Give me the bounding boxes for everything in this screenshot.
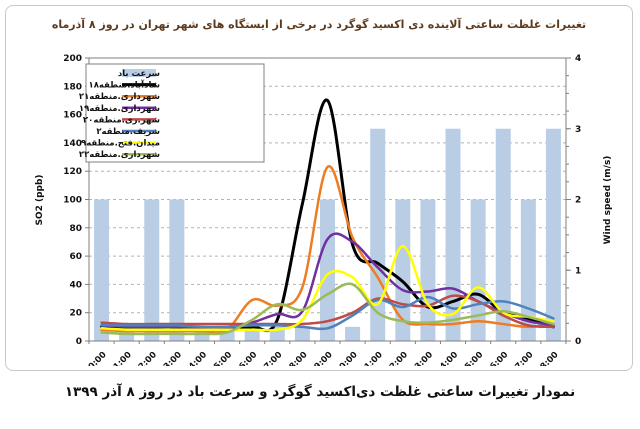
x-axis-tick-label: 07:00	[258, 350, 284, 366]
series-line	[100, 165, 555, 334]
series-line	[100, 294, 555, 329]
left-axis-tick-label: 200	[63, 54, 82, 64]
wind-speed-bar	[294, 326, 310, 341]
left-axis-tick-label: 40	[69, 280, 82, 290]
x-axis-tick-label: 11:00	[359, 350, 385, 366]
x-axis-tick-label: 00:00	[82, 350, 108, 366]
legend-label: شهرداری.منطقه۲۲	[79, 150, 160, 160]
legend-label: سرعت باد	[118, 69, 160, 79]
left-axis-tick-label: 100	[63, 196, 82, 206]
wind-speed-bar	[520, 199, 536, 341]
right-axis-tick-label: 3	[575, 125, 581, 135]
x-axis-tick-label: 03:00	[158, 350, 184, 366]
series-line	[100, 295, 555, 331]
x-axis-tick-label: 10:00	[334, 350, 360, 366]
wind-speed-bar	[94, 199, 110, 341]
x-axis-tick-label: 05:00	[208, 350, 234, 366]
x-axis-tick-label: 18:00	[534, 350, 560, 366]
right-axis-tick-label: 0	[575, 337, 581, 347]
x-axis-tick-label: 02:00	[133, 350, 159, 366]
left-axis-tick-label: 160	[63, 111, 82, 121]
right-axis-tick-label: 2	[575, 196, 581, 206]
wind-speed-bar	[495, 128, 511, 341]
legend-swatch-wind	[122, 69, 156, 77]
x-axis-tick-label: 04:00	[183, 350, 209, 366]
x-axis-tick-label: 15:00	[459, 350, 485, 366]
legend-label: شهرداری.منطقه۲۱	[79, 92, 160, 102]
x-axis-tick-label: 08:00	[283, 350, 309, 366]
figure-frame: تغییرات غلظت ساعتی آلاینده دی اکسید گوگر…	[5, 5, 633, 371]
left-axis-tick-label: 140	[63, 139, 82, 149]
chart-title: تغییرات غلظت ساعتی آلاینده دی اکسید گوگر…	[51, 18, 587, 31]
left-axis-tick-label: 0	[76, 337, 82, 347]
legend-label: شهر.ری.منطقه۲۰	[83, 115, 160, 125]
left-axis-title: SO2 (ppb)	[35, 174, 45, 225]
legend-label: شهرداری.منطقه۱۹	[79, 104, 160, 114]
legend-box	[85, 63, 265, 163]
right-axis-tick-label: 4	[575, 54, 581, 64]
left-axis-tick-label: 80	[69, 224, 82, 234]
series-line	[100, 244, 555, 332]
right-axis-tick-label: 1	[575, 266, 581, 276]
legend-label: شادآباد.منطقه۱۸	[89, 79, 160, 91]
wind-speed-bar	[345, 326, 361, 341]
wind-speed-bar	[169, 199, 185, 341]
legend-label: میدان.فتح.منطقه۹	[81, 139, 160, 149]
left-axis-tick-label: 120	[63, 167, 82, 177]
x-axis-tick-label: 17:00	[509, 350, 535, 366]
x-axis-tick-label: 09:00	[308, 350, 334, 366]
wind-speed-bar	[420, 199, 436, 341]
x-axis-tick-label: 14:00	[434, 350, 460, 366]
figure-caption: نمودار تغییرات ساعتی غلظت دی‌اکسید گوگرد…	[64, 384, 576, 400]
right-axis-title: Wind speed (m/s)	[603, 156, 613, 245]
x-axis-tick-label: 16:00	[484, 350, 510, 366]
x-axis-tick-label: 06:00	[233, 350, 259, 366]
left-axis-tick-label: 20	[69, 309, 82, 319]
x-axis-tick-label: 01:00	[108, 350, 134, 366]
x-axis-tick-label: 12:00	[384, 350, 410, 366]
left-axis-tick-label: 60	[69, 252, 82, 262]
left-axis-tick-label: 180	[63, 82, 82, 92]
wind-speed-bar	[470, 199, 486, 341]
wind-speed-bar	[144, 199, 160, 341]
x-axis-tick-label: 13:00	[409, 350, 435, 366]
wind-speed-bar	[545, 128, 561, 341]
plot-border	[88, 57, 567, 342]
series-line	[100, 282, 555, 336]
wind-speed-bar	[370, 128, 386, 341]
legend-label: شریف.منطقه۲	[96, 127, 160, 137]
so2-wind-chart: 0 20 40 60 80 100 120 140 160 180 200 0 1 2 3 4 00:0001:…	[35, 54, 613, 366]
